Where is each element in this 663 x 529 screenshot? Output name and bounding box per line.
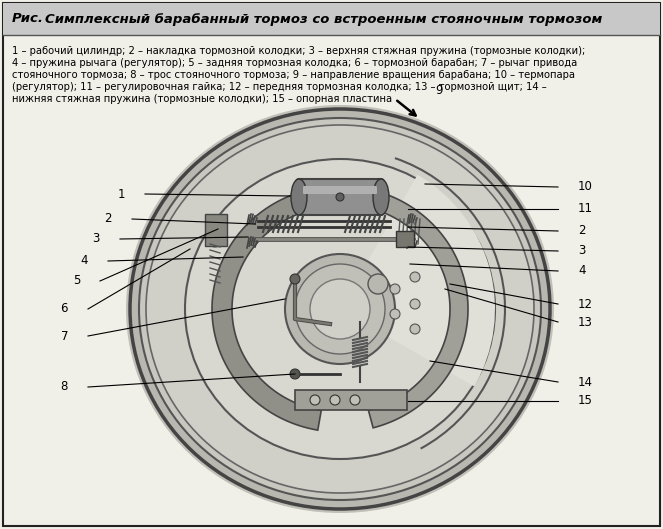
Bar — [3, 3, 660, 35]
Text: 3: 3 — [93, 233, 100, 245]
FancyBboxPatch shape — [303, 186, 377, 194]
Circle shape — [295, 264, 385, 354]
Text: 2: 2 — [105, 213, 112, 225]
FancyBboxPatch shape — [205, 214, 227, 246]
Circle shape — [310, 395, 320, 405]
Text: 3: 3 — [578, 244, 585, 258]
Text: 8: 8 — [60, 380, 68, 394]
Text: 10: 10 — [578, 180, 593, 194]
Text: 7: 7 — [60, 330, 68, 342]
FancyBboxPatch shape — [296, 179, 384, 215]
Ellipse shape — [126, 105, 554, 513]
Polygon shape — [369, 190, 468, 428]
Circle shape — [410, 324, 420, 334]
Circle shape — [290, 274, 300, 284]
Text: 1: 1 — [117, 187, 125, 200]
Circle shape — [410, 299, 420, 309]
Text: 4: 4 — [578, 264, 585, 278]
Text: 12: 12 — [578, 297, 593, 311]
Circle shape — [368, 274, 388, 294]
Text: Симплексный барабанный тормоз со встроенным стояночным тормозом: Симплексный барабанный тормоз со встроен… — [45, 13, 603, 25]
Ellipse shape — [373, 179, 389, 215]
Text: 2: 2 — [578, 224, 585, 238]
Wedge shape — [340, 175, 495, 387]
Text: Рис.: Рис. — [12, 13, 44, 25]
FancyBboxPatch shape — [295, 390, 407, 410]
Ellipse shape — [139, 118, 541, 500]
Circle shape — [336, 193, 344, 201]
Text: 14: 14 — [578, 376, 593, 388]
Text: 11: 11 — [578, 203, 593, 215]
Polygon shape — [212, 190, 322, 430]
Ellipse shape — [291, 179, 307, 215]
Text: 4 – пружина рычага (регулятор); 5 – задняя тормозная колодка; 6 – тормозной бара: 4 – пружина рычага (регулятор); 5 – задн… — [12, 58, 577, 68]
Text: 13: 13 — [578, 315, 593, 329]
Circle shape — [310, 279, 370, 339]
Circle shape — [390, 284, 400, 294]
Text: (регулятор); 11 – регулировочная гайка; 12 – передняя тормозная колодка; 13 – то: (регулятор); 11 – регулировочная гайка; … — [12, 82, 547, 92]
Text: 1 – рабочий цилиндр; 2 – накладка тормозной колодки; 3 – верхняя стяжная пружина: 1 – рабочий цилиндр; 2 – накладка тормоз… — [12, 46, 585, 56]
Circle shape — [290, 369, 300, 379]
Text: 5: 5 — [73, 275, 80, 287]
Text: 9: 9 — [435, 85, 442, 97]
Circle shape — [330, 395, 340, 405]
Circle shape — [350, 395, 360, 405]
Ellipse shape — [130, 109, 550, 509]
Circle shape — [285, 254, 395, 364]
Ellipse shape — [185, 159, 495, 459]
Circle shape — [390, 309, 400, 319]
FancyBboxPatch shape — [396, 231, 414, 247]
Text: 6: 6 — [60, 303, 68, 315]
Text: стояночного тормоза; 8 – трос стояночного тормоза; 9 – направление вращения бара: стояночного тормоза; 8 – трос стояночног… — [12, 70, 575, 80]
Text: 15: 15 — [578, 395, 593, 407]
Text: нижняя стяжная пружина (тормозные колодки); 15 – опорная пластина: нижняя стяжная пружина (тормозные колодк… — [12, 94, 392, 104]
Ellipse shape — [146, 125, 534, 493]
Circle shape — [207, 231, 223, 247]
Text: 4: 4 — [80, 254, 88, 268]
Circle shape — [410, 272, 420, 282]
